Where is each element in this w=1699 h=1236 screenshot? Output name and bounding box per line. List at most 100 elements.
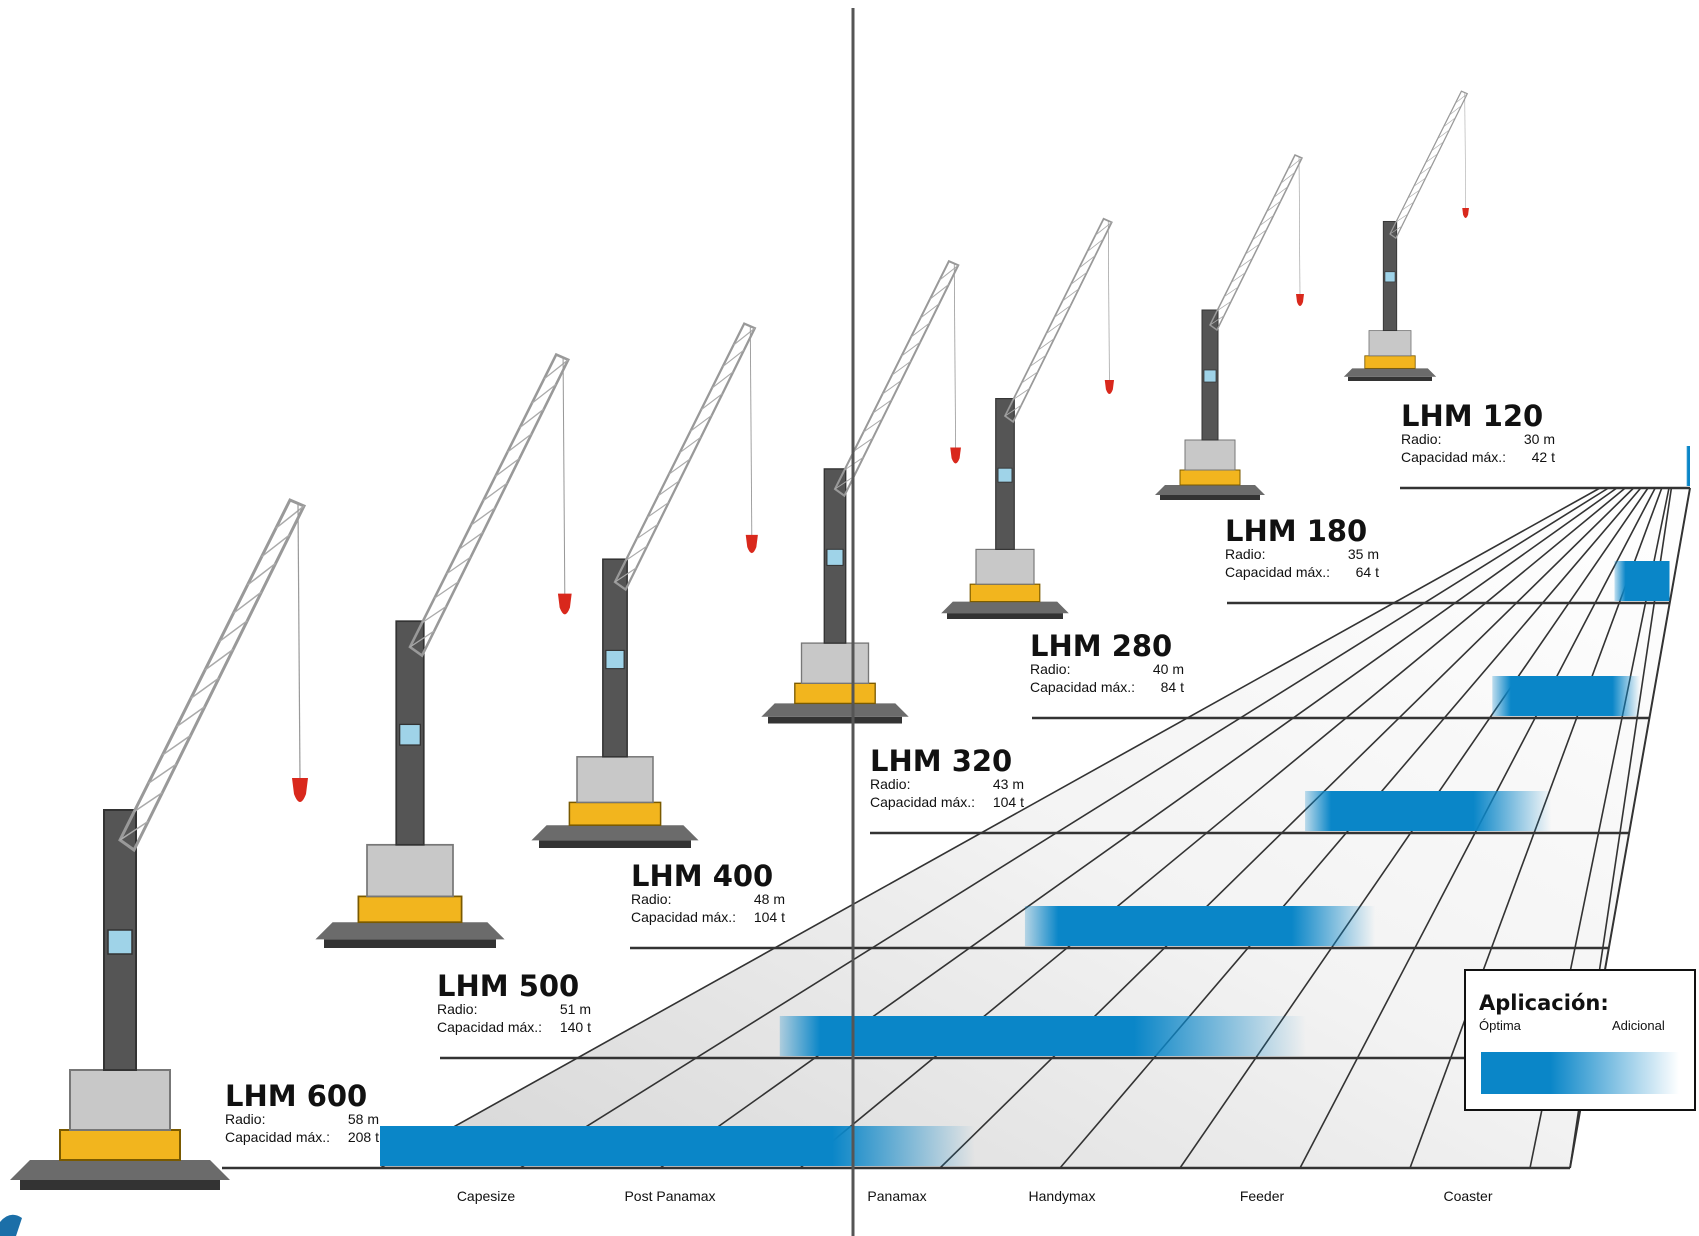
capacity-value: 64 t [1356, 564, 1379, 580]
crane-boom-lattice [543, 359, 569, 380]
crane-base [761, 703, 909, 717]
crane-boom-lattice [853, 437, 874, 452]
crane-tires [324, 939, 496, 948]
crane-boom [1389, 90, 1469, 240]
legend-title: Aplicación: [1479, 991, 1609, 1015]
crane-boom-lattice [1401, 201, 1414, 211]
crane-boom-lattice [1449, 105, 1462, 116]
radius-label: Radio: [437, 1001, 477, 1017]
crane-boom-lattice [147, 763, 177, 784]
crane-boom-lattice [733, 327, 756, 346]
ship-class-capesize: Capesize [457, 1188, 516, 1204]
radius-label: Radio: [1030, 661, 1070, 677]
crane-boom-lattice [636, 523, 659, 540]
crane-undercarriage [1364, 355, 1416, 369]
crane-boom [613, 322, 757, 592]
crane-boom [1003, 217, 1113, 424]
capacity-label: Capacidad máx.: [1030, 679, 1135, 695]
crane-boom-lattice [646, 501, 670, 518]
crane-boom-lattice [494, 457, 520, 477]
crane-boom-lattice [482, 482, 508, 502]
floor-surface [380, 488, 1690, 1168]
crane-house [800, 642, 870, 684]
application-bar-lhm-320 [1305, 791, 1552, 831]
crane-icon-lhm-400 [531, 322, 758, 848]
crane-boom-lattice [1431, 141, 1444, 151]
corner-fragment [0, 1214, 22, 1236]
legend: Aplicación: Óptima Adicional [1464, 969, 1696, 1111]
crane-boom-lattice [882, 380, 902, 395]
application-bars [380, 446, 1690, 1166]
crane-boom-lattice [275, 505, 305, 529]
crane-boom-lattice [1273, 186, 1289, 198]
crane-boom-lattice [1395, 213, 1408, 223]
radius-value: 48 m [754, 891, 785, 907]
crane-boom-lattice [1037, 338, 1055, 351]
crane-boom-lattice [519, 408, 545, 429]
radius-label: Radio: [870, 776, 910, 792]
crane-boom-lattice [1252, 229, 1267, 241]
crane-boom-lattice [625, 545, 648, 561]
crane-cab [399, 723, 421, 746]
crane-icon-lhm-280 [941, 217, 1115, 619]
crane-hook [557, 593, 572, 615]
crane-boom-lattice [1259, 215, 1274, 227]
crane-hook [745, 534, 758, 554]
crane-icon-lhm-320 [761, 259, 961, 724]
crane-boom-lattice [1029, 354, 1047, 368]
crane-rope [1298, 156, 1301, 296]
crane-boom-lattice [863, 418, 883, 433]
capacity-label: Capacidad máx.: [1401, 449, 1506, 465]
model-title-lhm-600: LHM 600 [225, 1079, 367, 1113]
ship-class-feeder: Feeder [1240, 1188, 1285, 1204]
crane-boom-lattice [1437, 129, 1450, 140]
crane-hook [950, 447, 961, 464]
crane-boom-lattice [190, 677, 220, 699]
crane-tires [768, 716, 902, 724]
crane-illustrations [10, 90, 1469, 1190]
crane-boom [408, 352, 570, 658]
crane-boom-lattice [1021, 371, 1039, 384]
crane-boom-lattice [1004, 404, 1022, 417]
capacity-label: Capacidad máx.: [225, 1129, 330, 1145]
crane-boom-lattice [409, 630, 435, 648]
capacity-label: Capacidad máx.: [1225, 564, 1330, 580]
capacity-value: 104 t [754, 909, 785, 925]
crane-boom-lattice [458, 531, 484, 551]
crane-boom-lattice [872, 399, 893, 414]
crane-boom-lattice [162, 734, 192, 756]
crane-cab [997, 467, 1013, 483]
crane-boom-lattice [531, 383, 557, 404]
capacity-value: 208 t [348, 1129, 379, 1145]
crane-boom-lattice [1389, 225, 1403, 235]
crane-boom-lattice [1407, 189, 1420, 199]
model-title-lhm-500: LHM 500 [437, 969, 579, 1003]
model-title-lhm-120: LHM 120 [1401, 399, 1543, 433]
ship-class-post-panamax: Post Panamax [624, 1188, 715, 1204]
crane-boom-lattice [901, 341, 921, 357]
crane-base [315, 922, 505, 940]
crane-boom-lattice [1062, 288, 1080, 302]
crane-boom-lattice [1054, 305, 1071, 318]
crane-base [941, 601, 1069, 614]
ship-class-handymax: Handymax [1029, 1188, 1096, 1204]
crane-boom-lattice [690, 414, 713, 432]
crane-tires [947, 613, 1063, 619]
radius-value: 58 m [348, 1111, 379, 1127]
capacity-label: Capacidad máx.: [870, 794, 975, 810]
crane-rope [953, 263, 957, 449]
crane-boom-lattice [1012, 388, 1030, 400]
capacity-label: Capacidad máx.: [437, 1019, 542, 1035]
crane-hook [1104, 380, 1115, 394]
crane-rope [562, 358, 566, 596]
application-bar-lhm-500 [779, 1016, 1307, 1056]
crane-house [69, 1069, 171, 1131]
model-title-lhm-320: LHM 320 [870, 744, 1012, 778]
crane-cab [605, 649, 625, 670]
crane-boom-lattice [507, 433, 533, 453]
crane-house [366, 843, 454, 898]
crane-hook [1462, 207, 1469, 219]
crane-base [1155, 485, 1265, 495]
legend-optimal-label: Óptima [1479, 1018, 1522, 1033]
crane-house [576, 756, 654, 804]
